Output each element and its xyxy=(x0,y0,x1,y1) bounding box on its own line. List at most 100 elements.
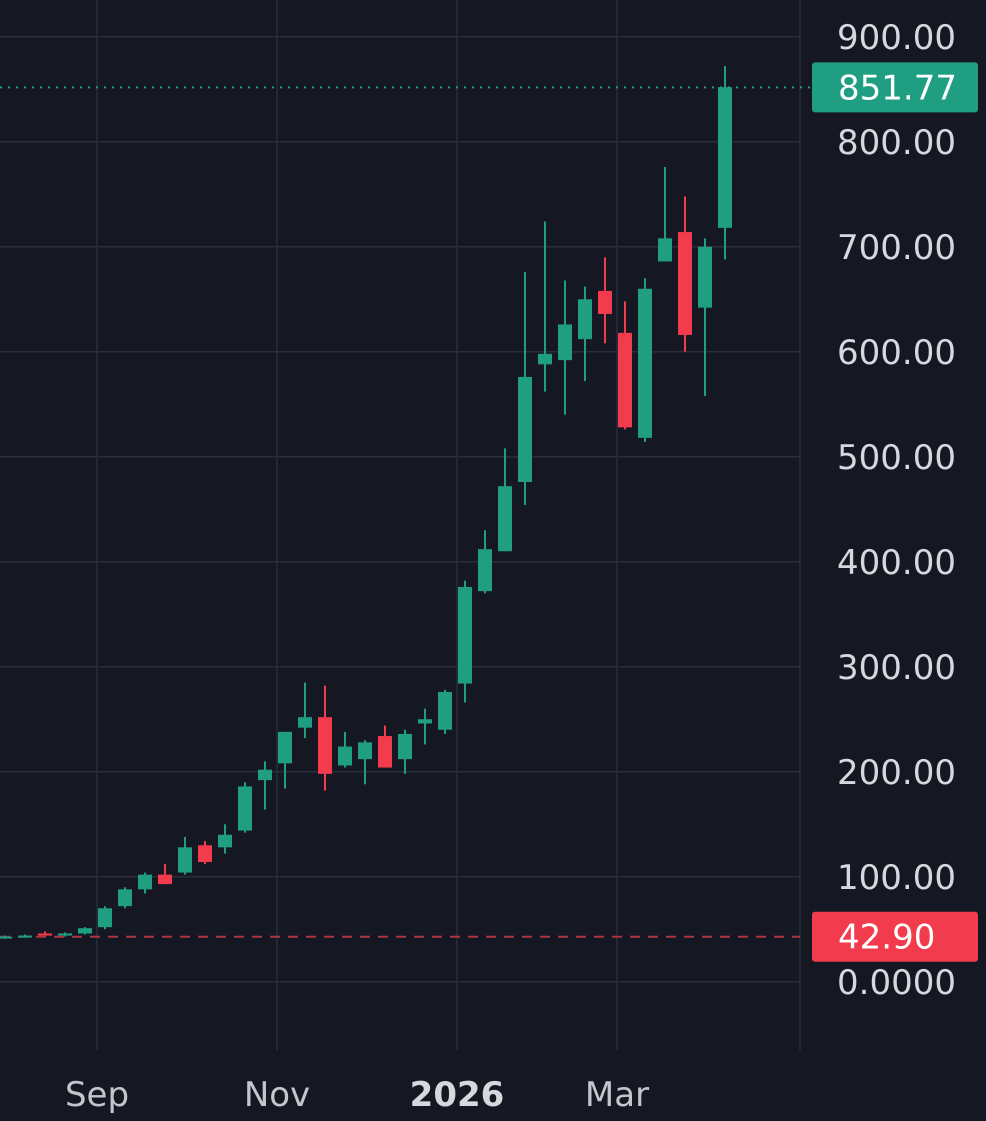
candle-25 xyxy=(498,448,512,552)
candle-body-2 xyxy=(38,933,52,936)
candle-body-23 xyxy=(458,586,472,684)
y-axis: 900.00 800.00 700.00 600.00 500.00 400.00 300.… xyxy=(837,18,956,1003)
candle-body-31 xyxy=(618,332,632,428)
candle-body-26 xyxy=(518,376,532,482)
reference-price-badge: 42.90 xyxy=(812,911,978,962)
candle-body-36 xyxy=(718,87,732,228)
candle-body-34 xyxy=(678,232,692,335)
candle-body-16 xyxy=(318,717,332,774)
y-tick-label: 600.00 xyxy=(837,333,956,373)
candle-13 xyxy=(258,761,272,810)
candle-body-9 xyxy=(178,847,192,873)
candle-26 xyxy=(518,271,532,506)
x-tick-label: Nov xyxy=(244,1075,310,1115)
candle-34 xyxy=(678,196,692,352)
candles xyxy=(0,66,732,939)
candle-body-33 xyxy=(658,238,672,262)
candle-body-25 xyxy=(498,486,512,552)
candle-body-12 xyxy=(238,786,252,831)
last-price-badge-bg xyxy=(812,62,978,113)
candle-33 xyxy=(658,166,672,262)
last-price-badge: 851.77 xyxy=(812,62,978,113)
candle-body-24 xyxy=(478,549,492,592)
candle-10 xyxy=(198,841,212,865)
y-tick-label: 800.00 xyxy=(837,123,956,163)
candle-body-19 xyxy=(378,736,392,768)
x-tick-label: 2026 xyxy=(410,1075,505,1115)
candle-20 xyxy=(398,729,412,774)
candle-28 xyxy=(558,280,572,415)
candle-body-11 xyxy=(218,834,232,848)
x-tick-label: Sep xyxy=(65,1075,129,1115)
candle-body-4 xyxy=(78,928,92,934)
candle-body-29 xyxy=(578,299,592,340)
candle-body-3 xyxy=(58,933,72,936)
candle-body-7 xyxy=(138,874,152,890)
candle-body-17 xyxy=(338,746,352,766)
reference-price-badge-bg xyxy=(812,911,978,962)
candle-23 xyxy=(458,580,472,703)
candle-16 xyxy=(318,685,332,791)
candle-body-15 xyxy=(298,717,312,728)
last-price-badge-label: 851.77 xyxy=(838,68,957,108)
candle-body-32 xyxy=(638,288,652,438)
candle-31 xyxy=(618,301,632,430)
candle-body-28 xyxy=(558,324,572,361)
candle-body-27 xyxy=(538,353,552,365)
candle-11 xyxy=(218,824,232,854)
candle-18 xyxy=(358,740,372,785)
candle-6 xyxy=(118,887,132,909)
candle-35 xyxy=(698,238,712,396)
candle-8 xyxy=(158,864,172,885)
candle-1 xyxy=(18,934,32,938)
y-tick-label: 0.0000 xyxy=(837,963,956,1003)
candle-32 xyxy=(638,278,652,443)
grid-lines xyxy=(0,0,801,1050)
candle-30 xyxy=(598,257,612,344)
candle-body-5 xyxy=(98,908,112,928)
candle-body-30 xyxy=(598,290,612,314)
price-badges: 851.77 42.90 xyxy=(812,62,978,962)
candle-17 xyxy=(338,731,352,768)
candle-3 xyxy=(58,932,72,937)
candle-15 xyxy=(298,682,312,739)
candle-9 xyxy=(178,836,192,875)
candle-21 xyxy=(418,708,432,745)
candle-24 xyxy=(478,530,492,594)
x-tick-label: Mar xyxy=(585,1075,649,1115)
candle-5 xyxy=(98,906,112,930)
y-tick-label: 900.00 xyxy=(837,18,956,58)
candle-body-20 xyxy=(398,733,412,760)
candle-12 xyxy=(238,782,252,833)
candle-body-0 xyxy=(0,936,12,939)
candle-22 xyxy=(438,689,452,734)
candle-body-1 xyxy=(18,935,32,938)
candle-body-22 xyxy=(438,691,452,730)
y-tick-label: 100.00 xyxy=(837,858,956,898)
candle-body-6 xyxy=(118,889,132,907)
y-tick-label: 400.00 xyxy=(837,543,956,583)
candle-body-10 xyxy=(198,845,212,863)
candle-body-14 xyxy=(278,731,292,764)
candle-body-35 xyxy=(698,246,712,308)
candle-body-18 xyxy=(358,742,372,760)
y-tick-label: 200.00 xyxy=(837,753,956,793)
y-tick-label: 300.00 xyxy=(837,648,956,688)
candle-27 xyxy=(538,221,552,392)
candle-0 xyxy=(0,935,12,939)
x-axis: Sep Nov 2026 Mar xyxy=(65,1075,649,1115)
candle-body-21 xyxy=(418,719,432,724)
candle-body-8 xyxy=(158,874,172,885)
reference-price-badge-label: 42.90 xyxy=(838,918,935,958)
y-tick-label: 700.00 xyxy=(837,228,956,268)
candle-2 xyxy=(38,931,52,936)
candle-4 xyxy=(78,927,92,935)
candle-36 xyxy=(718,66,732,260)
candle-14 xyxy=(278,731,292,789)
candle-29 xyxy=(578,286,592,382)
candle-body-13 xyxy=(258,769,272,781)
candle-19 xyxy=(378,725,392,768)
y-tick-label: 500.00 xyxy=(837,438,956,478)
candle-7 xyxy=(138,872,152,894)
